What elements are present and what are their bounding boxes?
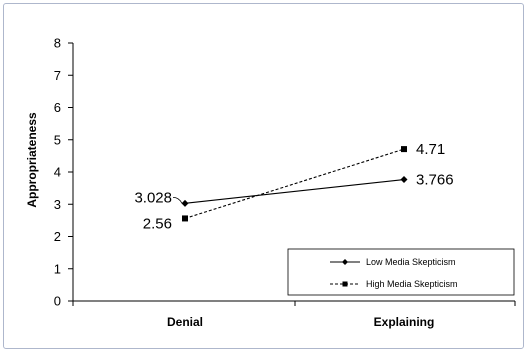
square-marker <box>182 215 188 222</box>
square-marker <box>401 146 407 153</box>
diamond-marker <box>181 199 189 207</box>
x-categories: Denial Explaining <box>72 301 516 329</box>
y-tick-label: 8 <box>54 36 61 51</box>
data-label: 3.028 <box>134 189 172 206</box>
y-tick-label: 5 <box>54 132 61 147</box>
y-tick-label: 0 <box>54 294 61 309</box>
series-line <box>184 178 405 204</box>
y-tick-label: 2 <box>54 229 61 244</box>
legend-entry: Low Media Skepticism <box>366 257 456 267</box>
data-label: 4.71 <box>416 141 445 158</box>
diamond-marker <box>400 176 408 184</box>
y-tick-label: 7 <box>54 68 61 83</box>
data-label: 2.56 <box>143 215 172 232</box>
series-line <box>184 148 405 219</box>
label-leader-line <box>172 196 183 204</box>
data-label: 3.766 <box>416 172 454 189</box>
y-axis-title: Appropriateness <box>25 112 39 208</box>
x-category-label: Denial <box>167 315 203 329</box>
y-ticks: 0 1 2 3 4 5 6 7 8 <box>54 36 73 309</box>
legend-box <box>287 248 515 296</box>
legend-diamond-marker <box>342 259 348 265</box>
x-category-label: Explaining <box>374 315 435 329</box>
y-tick-label: 4 <box>54 165 61 180</box>
y-tick-label: 1 <box>54 261 61 276</box>
series-group <box>181 146 408 222</box>
y-tick-label: 3 <box>54 197 61 212</box>
legend-entry: High Media Skepticism <box>366 279 458 289</box>
data-labels: 3.028 3.766 2.56 4.71 <box>134 141 453 232</box>
legend-square-marker <box>342 281 348 287</box>
y-tick-label: 6 <box>54 100 61 115</box>
legend: Low Media Skepticism High Media Skepticis… <box>287 248 515 296</box>
